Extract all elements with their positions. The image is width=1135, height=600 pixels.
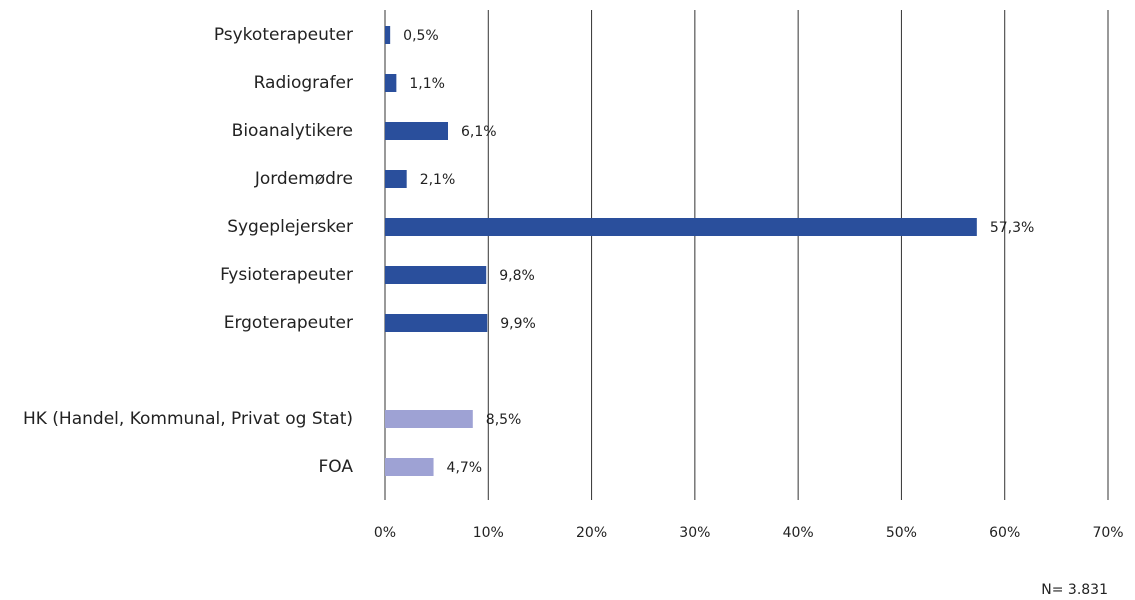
y-tick-label: FOA bbox=[319, 457, 354, 477]
bar bbox=[385, 74, 397, 92]
y-tick-label: Sygeplejersker bbox=[227, 217, 353, 237]
value-label: 8,5% bbox=[486, 412, 522, 428]
value-label: 4,7% bbox=[447, 460, 483, 476]
x-tick-label: 70% bbox=[1092, 525, 1123, 541]
x-tick-label: 40% bbox=[783, 525, 814, 541]
y-tick-label: Jordemødre bbox=[254, 169, 353, 189]
value-label: 6,1% bbox=[461, 124, 497, 140]
bar bbox=[385, 314, 488, 332]
value-label: 9,8% bbox=[499, 268, 535, 284]
bar bbox=[385, 170, 407, 188]
y-tick-label: Ergoterapeuter bbox=[224, 313, 353, 333]
x-tick-label: 0% bbox=[374, 525, 396, 541]
bar bbox=[385, 218, 977, 236]
bar bbox=[385, 410, 473, 428]
bar bbox=[385, 458, 434, 476]
x-tick-label: 30% bbox=[679, 525, 710, 541]
x-tick-label: 10% bbox=[473, 525, 504, 541]
y-tick-label: Fysioterapeuter bbox=[220, 265, 353, 285]
value-label: 0,5% bbox=[403, 28, 439, 44]
value-label: 2,1% bbox=[420, 172, 456, 188]
x-tick-label: 60% bbox=[989, 525, 1020, 541]
bar bbox=[385, 122, 449, 140]
bar bbox=[385, 266, 487, 284]
value-label: 1,1% bbox=[409, 76, 445, 92]
bar bbox=[385, 26, 391, 44]
y-tick-label: HK (Handel, Kommunal, Privat og Stat) bbox=[23, 409, 353, 429]
x-tick-label: 50% bbox=[886, 525, 917, 541]
y-tick-label: Radiografer bbox=[254, 73, 353, 93]
value-label: 9,9% bbox=[500, 316, 536, 332]
value-label: 57,3% bbox=[990, 220, 1034, 236]
y-tick-label: Psykoterapeuter bbox=[214, 25, 353, 45]
sample-size-note: N= 3.831 bbox=[1041, 582, 1108, 598]
y-tick-label: Bioanalytikere bbox=[232, 121, 353, 141]
x-tick-label: 20% bbox=[576, 525, 607, 541]
